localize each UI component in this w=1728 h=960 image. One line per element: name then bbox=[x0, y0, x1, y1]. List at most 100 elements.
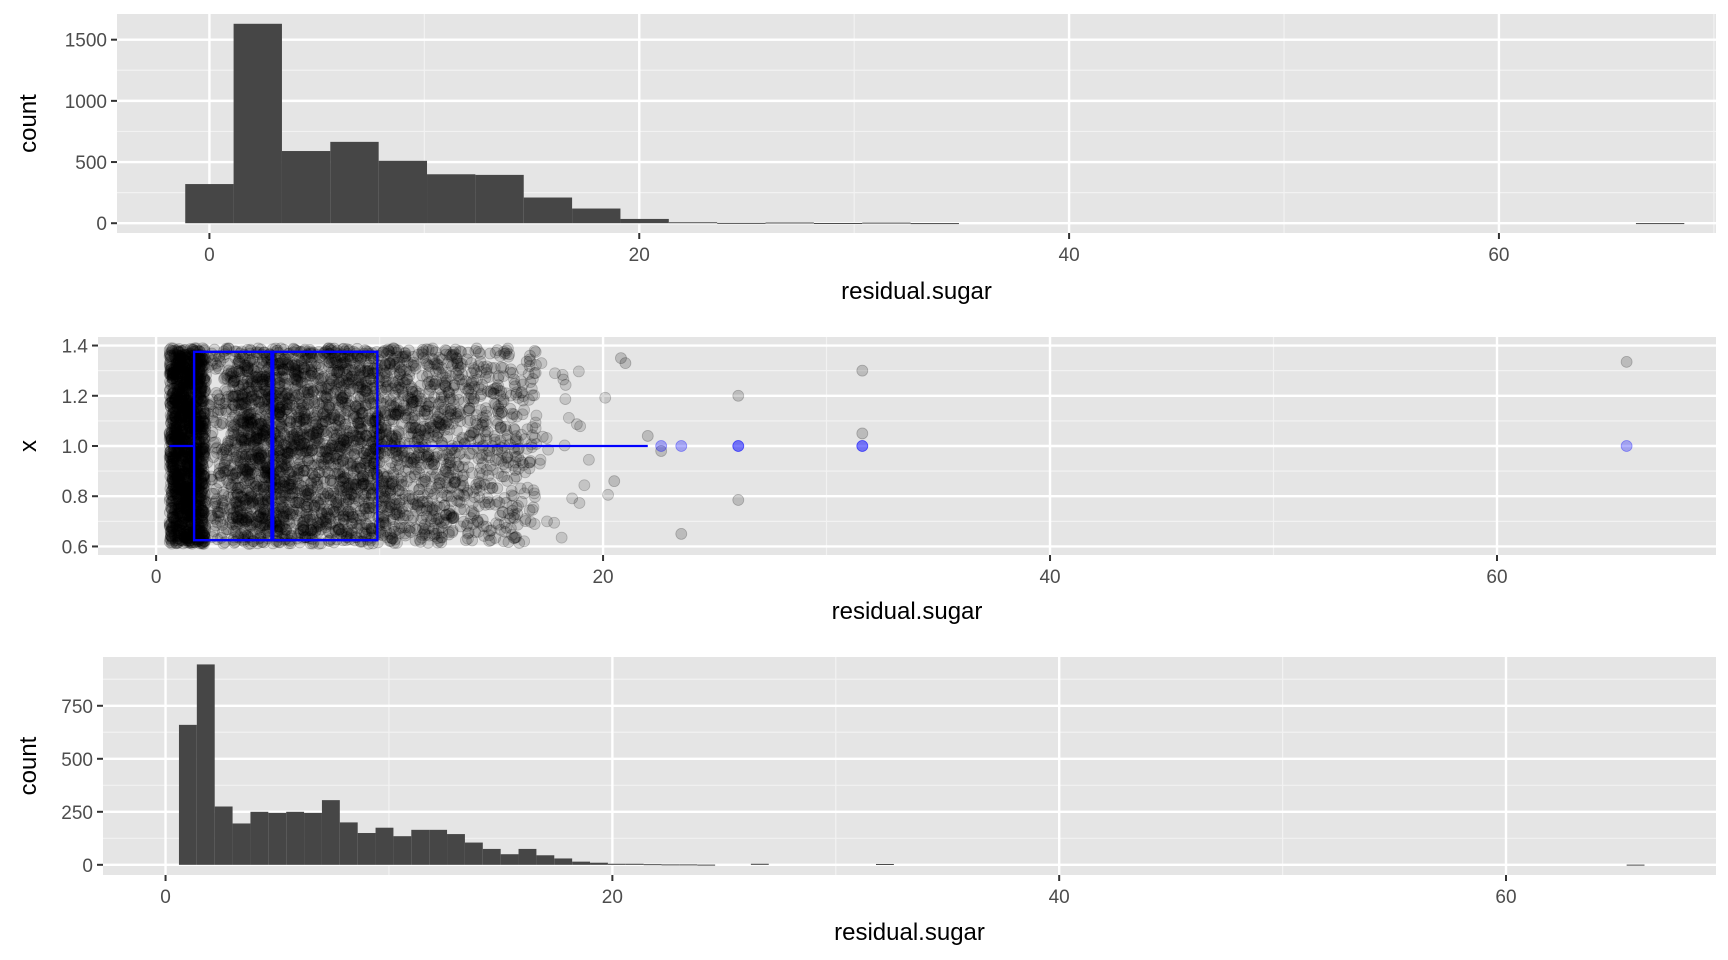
jitter-point bbox=[226, 416, 237, 427]
histogram-bar bbox=[669, 222, 717, 223]
jitter-point bbox=[529, 519, 540, 530]
jitter-point bbox=[257, 496, 268, 507]
jitter-point bbox=[275, 435, 286, 446]
jitter-point bbox=[306, 477, 317, 488]
jitter-point bbox=[242, 344, 253, 355]
histogram-bar bbox=[475, 175, 523, 223]
jitter-point bbox=[481, 406, 492, 417]
jitter-point bbox=[642, 430, 653, 441]
jitter-point bbox=[277, 364, 288, 375]
jitter-point bbox=[448, 394, 459, 405]
jitter-point bbox=[429, 392, 440, 403]
jitter-point bbox=[242, 409, 253, 420]
jitter-point bbox=[443, 467, 454, 478]
jitter-point bbox=[171, 378, 182, 389]
jitter-point bbox=[255, 418, 266, 429]
jitter-point bbox=[461, 354, 472, 365]
histogram-bar bbox=[427, 174, 475, 223]
jitter-point bbox=[309, 396, 320, 407]
jitter-point bbox=[298, 434, 309, 445]
boxplot-jitter-panel: 0 20 40 600.60.81.01.21.4residual.sugarx bbox=[15, 337, 1716, 625]
jitter-point bbox=[338, 455, 349, 466]
jitter-point bbox=[380, 518, 391, 529]
jitter-point bbox=[733, 494, 744, 505]
jitter-point bbox=[481, 364, 492, 375]
jitter-point bbox=[502, 475, 513, 486]
jitter-point bbox=[353, 418, 364, 429]
jitter-point bbox=[287, 509, 298, 520]
jitter-point bbox=[444, 483, 455, 494]
jitter-point bbox=[403, 464, 414, 475]
jitter-point bbox=[620, 358, 631, 369]
jitter-point bbox=[416, 435, 427, 446]
jitter-point bbox=[549, 517, 560, 528]
jitter-point bbox=[333, 399, 344, 410]
jitter-point bbox=[529, 390, 540, 401]
jitter-point bbox=[172, 401, 183, 412]
jitter-point bbox=[1621, 356, 1632, 367]
jitter-point bbox=[281, 459, 292, 470]
jitter-point bbox=[286, 523, 297, 534]
jitter-point bbox=[298, 525, 309, 536]
jitter-point bbox=[567, 493, 578, 504]
jitter-point bbox=[320, 383, 331, 394]
jitter-point bbox=[535, 454, 546, 465]
jitter-point bbox=[242, 366, 253, 377]
jitter-point bbox=[310, 420, 321, 431]
jitter-point bbox=[558, 374, 569, 385]
histogram-bar bbox=[572, 209, 620, 224]
jitter-point bbox=[335, 425, 346, 436]
jitter-point bbox=[857, 365, 868, 376]
jitter-point bbox=[505, 390, 516, 401]
jitter-point bbox=[466, 389, 477, 400]
jitter-point bbox=[302, 514, 313, 525]
jitter-point bbox=[403, 345, 414, 356]
jitter-point bbox=[291, 444, 302, 455]
jitter-point bbox=[216, 532, 227, 543]
jitter-point bbox=[199, 374, 210, 385]
jitter-point bbox=[417, 512, 428, 523]
jitter-point bbox=[573, 366, 584, 377]
jitter-point bbox=[321, 430, 332, 441]
jitter-point bbox=[386, 532, 397, 543]
jitter-point bbox=[198, 448, 209, 459]
jitter-point bbox=[609, 476, 620, 487]
jitter-point bbox=[164, 456, 175, 467]
jitter-point bbox=[315, 494, 326, 505]
outlier-point bbox=[676, 441, 687, 452]
jitter-point bbox=[344, 344, 355, 355]
histogram-bar bbox=[911, 223, 959, 224]
jitter-point bbox=[254, 520, 265, 531]
jitter-point bbox=[394, 379, 405, 390]
jitter-point bbox=[221, 454, 232, 465]
jitter-point bbox=[469, 492, 480, 503]
jitter-point bbox=[306, 364, 317, 375]
jitter-point bbox=[418, 496, 429, 507]
jitter-point bbox=[512, 519, 523, 530]
jitter-point bbox=[354, 403, 365, 414]
y-tick-label: 1500 bbox=[65, 31, 107, 52]
jitter-point bbox=[430, 414, 441, 425]
jitter-point bbox=[468, 519, 479, 530]
jitter-point bbox=[238, 379, 249, 390]
jitter-point bbox=[560, 394, 571, 405]
jitter-point bbox=[171, 538, 182, 549]
jitter-point bbox=[500, 421, 511, 432]
jitter-point bbox=[484, 525, 495, 536]
jitter-point bbox=[293, 454, 304, 465]
jitter-point bbox=[258, 467, 269, 478]
jitter-point bbox=[419, 406, 430, 417]
x-tick-label: 0 bbox=[151, 567, 162, 588]
jitter-point bbox=[212, 390, 223, 401]
jitter-point bbox=[419, 474, 430, 485]
jitter-point bbox=[519, 488, 530, 499]
y-tick-label: 1000 bbox=[65, 92, 107, 113]
jitter-point bbox=[319, 371, 330, 382]
jitter-point bbox=[423, 367, 434, 378]
outlier-point bbox=[1621, 441, 1632, 452]
jitter-point bbox=[164, 434, 175, 445]
jitter-point bbox=[302, 379, 313, 390]
outlier-point bbox=[733, 441, 744, 452]
jitter-point bbox=[276, 411, 287, 422]
jitter-point bbox=[231, 447, 242, 458]
